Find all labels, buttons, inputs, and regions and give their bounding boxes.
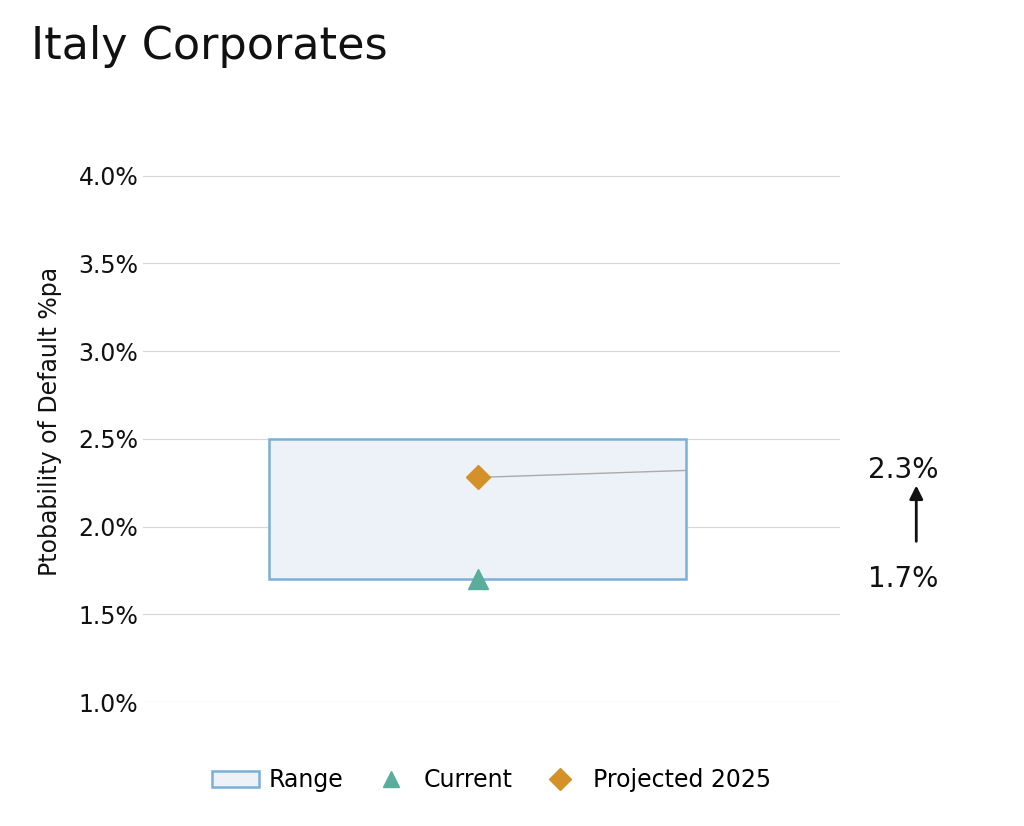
Bar [268, 439, 686, 579]
Legend: Range, Current, Projected 2025: Range, Current, Projected 2025 [203, 759, 780, 802]
Text: 2.3%: 2.3% [867, 457, 938, 484]
Text: Italy Corporates: Italy Corporates [31, 25, 387, 68]
Y-axis label: Ptobability of Default %pa: Ptobability of Default %pa [38, 267, 61, 576]
Text: 1.7%: 1.7% [867, 565, 938, 593]
